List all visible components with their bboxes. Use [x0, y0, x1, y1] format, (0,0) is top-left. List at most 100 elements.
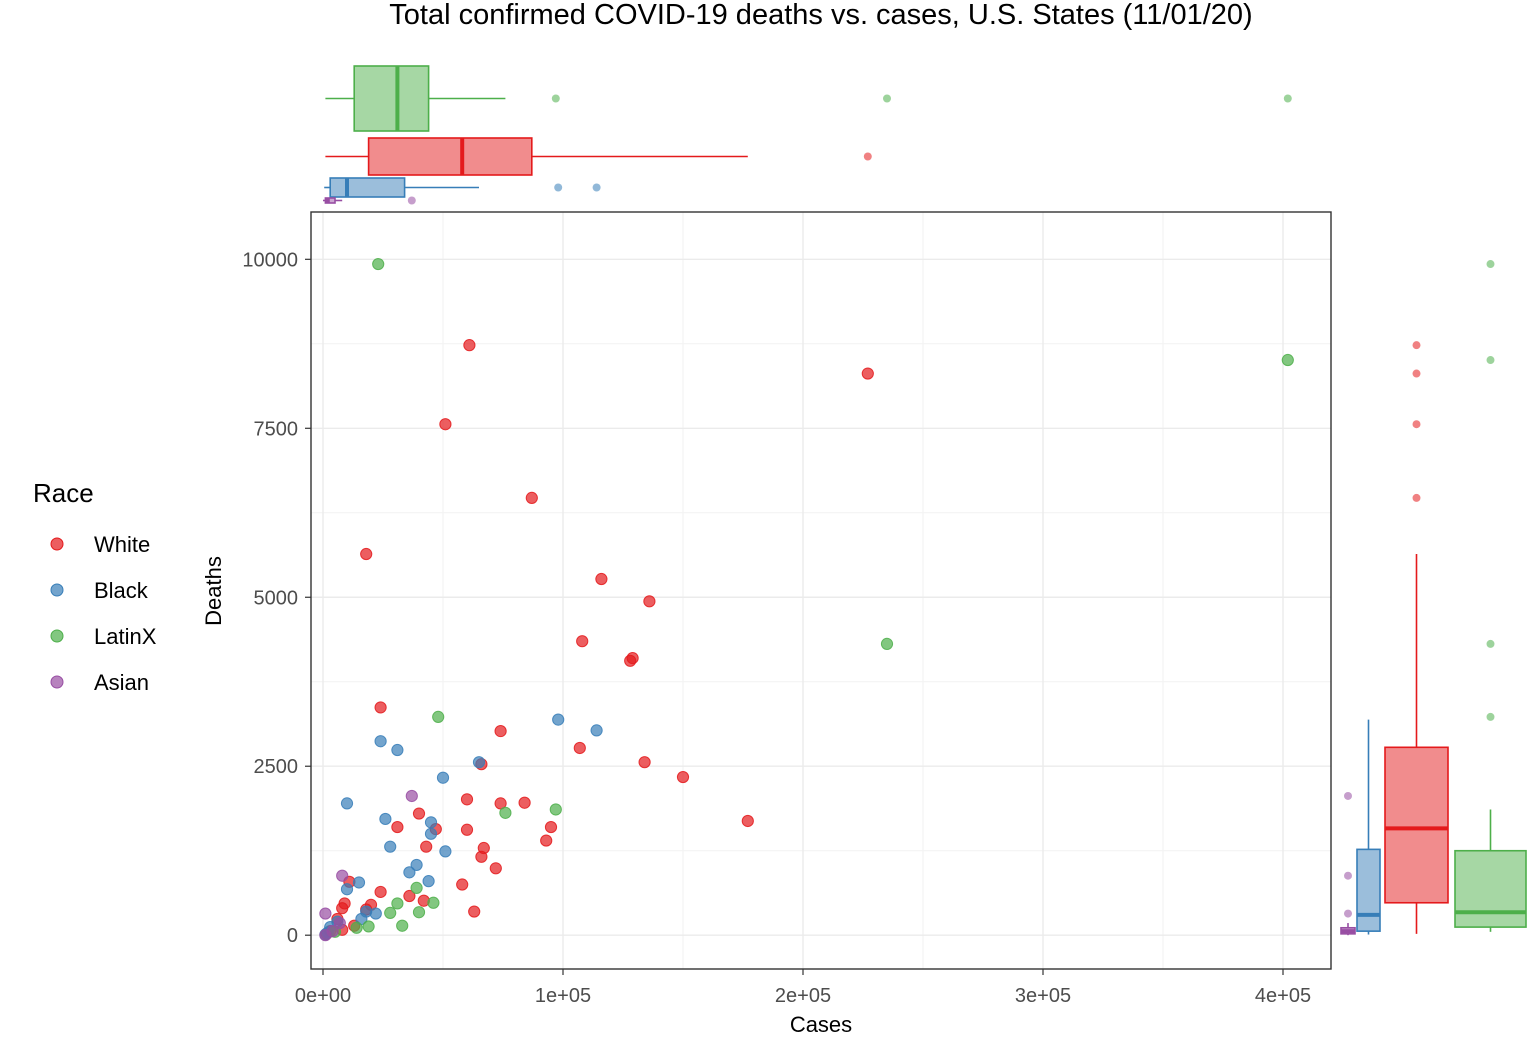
data-point-black — [472, 756, 486, 769]
data-point-white — [463, 339, 476, 352]
right-boxplot-white — [1384, 341, 1449, 934]
data-point-white — [460, 823, 474, 836]
box — [324, 197, 336, 204]
box — [1356, 848, 1381, 932]
outlier-point — [1344, 909, 1352, 918]
y-tick-label: 0 — [287, 925, 298, 947]
grid-lines — [311, 212, 1331, 969]
outlier-point — [592, 183, 601, 192]
right-boxplots — [1340, 260, 1527, 936]
legend-label: LatinX — [94, 624, 157, 649]
top-boxplots — [323, 65, 1292, 205]
x-tick-label: 4e+05 — [1255, 985, 1311, 1007]
data-point-white — [595, 572, 608, 586]
data-point-black — [340, 797, 354, 810]
data-point-white — [336, 902, 349, 915]
data-point-latinx — [499, 806, 512, 819]
x-tick-label: 1e+05 — [535, 985, 591, 1007]
outlier-point — [863, 152, 872, 161]
data-point-white — [626, 651, 639, 665]
outlier-point — [1486, 356, 1495, 365]
data-point-latinx — [362, 920, 375, 933]
legend-label: Asian — [94, 670, 149, 695]
data-point-white — [489, 862, 502, 875]
data-point-latinx — [549, 803, 562, 816]
data-point-white — [525, 491, 538, 505]
legend-swatch — [50, 537, 64, 551]
data-point-black — [340, 883, 354, 896]
y-axis: 0 2500 5000 7500 10000 — [242, 249, 311, 947]
right-boxplot-latinx — [1454, 260, 1527, 932]
data-point-black — [374, 735, 387, 748]
outlier-point — [1412, 420, 1421, 429]
scatter-points — [319, 257, 1294, 942]
outlier-point — [407, 196, 416, 205]
data-point-black — [391, 743, 404, 757]
legend-title: Race — [33, 478, 94, 508]
data-point-asian — [333, 916, 346, 930]
outlier-point — [1486, 639, 1495, 648]
top-boxplot-white — [325, 137, 872, 176]
data-point-black — [436, 771, 450, 784]
box — [1384, 746, 1449, 904]
data-point-latinx — [432, 710, 445, 723]
data-point-black — [352, 876, 366, 889]
data-point-black — [424, 827, 438, 840]
legend-label: White — [94, 532, 150, 557]
x-tick-label: 2e+05 — [775, 985, 831, 1007]
data-point-white — [412, 807, 426, 820]
data-point-white — [391, 820, 404, 834]
data-point-latinx — [427, 896, 440, 909]
panel-border — [310, 211, 1332, 970]
right-boxplot-black — [1356, 719, 1381, 935]
data-point-latinx — [391, 897, 404, 910]
legend-swatch — [50, 629, 64, 643]
legend-label: Black — [94, 578, 149, 603]
outlier-point — [554, 183, 563, 192]
data-point-white — [638, 756, 651, 769]
data-point-white — [439, 418, 452, 431]
data-point-white — [643, 595, 656, 608]
outlier-point — [883, 94, 891, 103]
data-point-asian — [319, 907, 332, 920]
data-point-black — [590, 724, 603, 737]
data-point-black — [552, 713, 565, 726]
legend-item-asian: Asian — [50, 670, 149, 695]
data-point-white — [573, 741, 586, 755]
data-point-white — [360, 547, 373, 561]
data-point-white — [540, 834, 553, 847]
outlier-point — [1486, 260, 1495, 269]
data-point-latinx — [372, 257, 385, 271]
data-point-asian — [405, 789, 418, 803]
data-point-white — [494, 724, 507, 738]
legend: Race White Black LatinX Asian — [33, 478, 157, 695]
outlier-point — [1486, 712, 1495, 721]
data-point-white — [374, 701, 387, 714]
x-axis: 0e+00 1e+05 2e+05 3e+05 4e+05 — [295, 969, 1311, 1007]
y-tick-label: 7500 — [254, 418, 299, 440]
data-point-latinx — [412, 906, 426, 919]
box — [329, 177, 406, 198]
data-point-white — [420, 840, 433, 853]
data-point-white — [456, 878, 469, 891]
legend-swatch — [50, 675, 64, 689]
data-point-latinx — [384, 906, 397, 920]
data-point-white — [741, 814, 754, 828]
outlier-point — [1412, 369, 1421, 378]
data-point-asian — [336, 869, 349, 882]
data-point-black — [384, 840, 397, 853]
right-boxplot-asian — [1340, 791, 1356, 936]
outlier-point — [551, 94, 560, 103]
box — [367, 137, 533, 176]
data-point-black — [424, 816, 438, 829]
outlier-point — [1412, 341, 1421, 350]
data-point-latinx — [396, 919, 409, 932]
x-axis-label: Cases — [790, 1012, 852, 1037]
data-point-latinx — [880, 637, 894, 650]
data-point-latinx — [350, 921, 363, 934]
data-point-black — [439, 845, 452, 858]
data-point-white — [403, 889, 416, 903]
x-tick-label: 0e+00 — [295, 985, 351, 1007]
outlier-point — [1344, 871, 1352, 880]
